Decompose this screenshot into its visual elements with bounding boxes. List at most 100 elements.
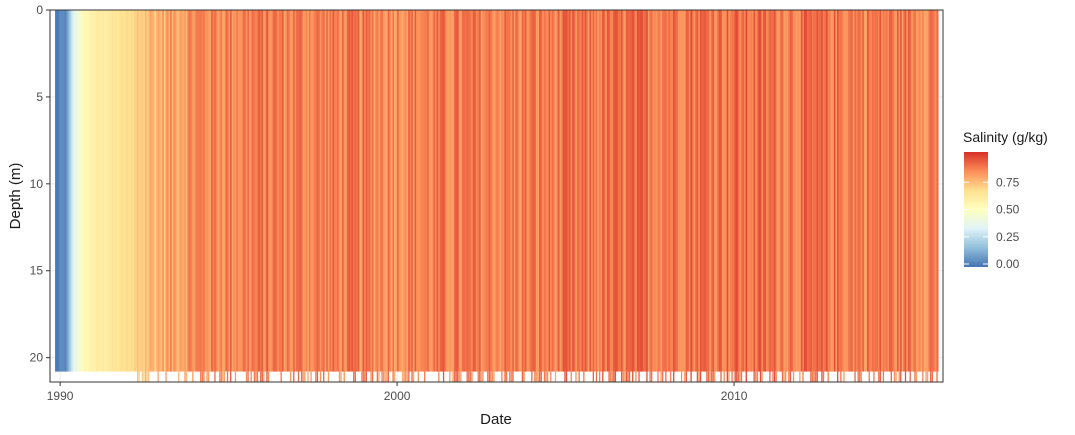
heatmap-cell [874, 10, 878, 372]
heatmap-cell [73, 10, 77, 372]
heatmap-cell [319, 10, 323, 372]
heatmap-cell [455, 371, 457, 382]
heatmap-cell [879, 10, 882, 372]
heatmap-cell [85, 10, 88, 372]
heatmap-cell [296, 10, 299, 372]
heatmap-cell [173, 10, 176, 372]
heatmap-cell [594, 10, 597, 372]
heatmap-cell [264, 10, 267, 372]
heatmap-cell [111, 10, 114, 372]
heatmap-cell [814, 371, 817, 382]
heatmap-cell [925, 10, 928, 372]
heatmap-cell [373, 10, 376, 372]
heatmap-cell [427, 10, 430, 372]
heatmap-cell [865, 10, 868, 372]
heatmap-cell [709, 10, 712, 372]
heatmap-cell [725, 10, 728, 372]
heatmap-cell [236, 10, 239, 372]
heatmap-cell [813, 371, 815, 382]
heatmap-cell [540, 371, 542, 382]
heatmap-cell [837, 371, 839, 382]
heatmap-cell [621, 371, 623, 382]
heatmap-cell [458, 371, 460, 382]
heatmap-cell [488, 371, 490, 382]
heatmap-cell [226, 371, 229, 382]
heatmap-cell [453, 371, 456, 382]
heatmap-cell [293, 10, 296, 372]
heatmap-cell [253, 10, 256, 372]
heatmap-cell [715, 10, 718, 372]
heatmap-cell [622, 10, 625, 372]
heatmap-cell [581, 10, 584, 372]
heatmap-cell [799, 371, 801, 382]
heatmap-cell [166, 10, 170, 372]
heatmap-cell [505, 10, 509, 372]
heatmap-cell [651, 371, 653, 382]
heatmap-cell [92, 10, 96, 372]
heatmap-cell [646, 371, 648, 382]
heatmap-cell [878, 10, 881, 372]
heatmap-cell [728, 371, 730, 382]
heatmap-cell [639, 10, 643, 372]
heatmap-cell [266, 371, 268, 382]
heatmap-cell [397, 10, 400, 372]
heatmap-cell [737, 371, 740, 382]
heatmap-cell [453, 10, 457, 372]
heatmap-cell [786, 10, 789, 372]
heatmap-cell [562, 10, 565, 372]
heatmap-cell [203, 371, 205, 382]
heatmap-cell [376, 10, 379, 372]
heatmap-cell [171, 10, 174, 372]
heatmap-cell [781, 10, 785, 372]
heatmap-cell [534, 10, 537, 372]
heatmap-cell [535, 371, 538, 382]
heatmap-cell [247, 371, 249, 382]
heatmap-cell [176, 10, 179, 372]
heatmap-cell [118, 10, 121, 372]
heatmap-cell [723, 10, 726, 372]
legend-tick-label: 0.50 [996, 203, 1020, 217]
heatmap-cell [732, 10, 736, 372]
heatmap-cell [222, 10, 225, 372]
heatmap-cell [819, 10, 822, 372]
heatmap-cell [100, 10, 103, 372]
heatmap-cell [575, 371, 577, 382]
heatmap-cell [611, 371, 613, 382]
heatmap-cell [632, 10, 635, 372]
heatmap-cell [692, 10, 695, 372]
heatmap-cell [933, 10, 936, 372]
heatmap-cell [627, 10, 630, 372]
heatmap-cell [901, 10, 904, 372]
heatmap-cell [699, 10, 703, 372]
heatmap-cell [857, 371, 859, 382]
y-tick-label: 5 [36, 90, 43, 104]
heatmap-cell [876, 10, 879, 372]
legend-tick-label: 0.75 [996, 175, 1020, 189]
heatmap-cell [442, 371, 445, 382]
heatmap-cell [515, 10, 518, 372]
heatmap-cell [143, 371, 145, 382]
heatmap-cell [362, 10, 365, 372]
heatmap-cell [381, 371, 383, 382]
heatmap-cell [498, 10, 501, 372]
plot-panel [49, 9, 944, 383]
heatmap-cell [840, 371, 842, 382]
heatmap-cell [99, 10, 102, 372]
heatmap-cell [789, 371, 792, 382]
heatmap-cell [405, 371, 407, 382]
heatmap-cell [401, 10, 405, 372]
heatmap-cell [710, 10, 714, 372]
heatmap-cell [685, 10, 688, 372]
heatmap-cell [920, 10, 923, 372]
heatmap-cell [263, 10, 266, 372]
heatmap-cell [848, 10, 851, 372]
heatmap-cell [439, 10, 442, 372]
heatmap-cell [215, 10, 219, 372]
heatmap-cell [387, 371, 390, 382]
heatmap-cell [360, 371, 363, 382]
heatmap-cell [846, 10, 849, 372]
heatmap-cell [494, 10, 498, 372]
heatmap-cell [605, 10, 608, 372]
heatmap-cell [260, 10, 263, 372]
heatmap-cell [423, 10, 427, 372]
